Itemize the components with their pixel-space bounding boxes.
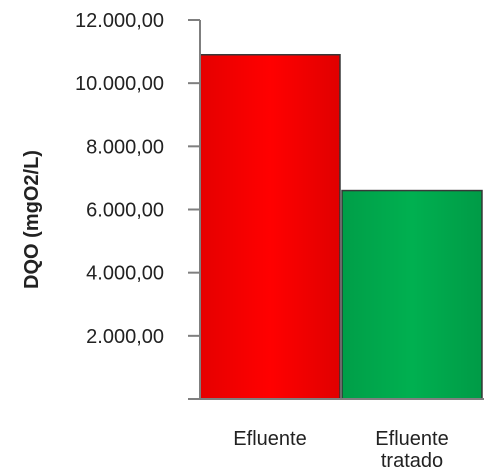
y-tick-label: 2.000,00 (86, 326, 164, 348)
y-tick-label: 10.000,00 (75, 73, 164, 95)
bar-1-shading (200, 54, 340, 399)
x-categories-group: Efluente Efluente tratado (233, 428, 448, 472)
y-tick-label: 8.000,00 (86, 136, 164, 158)
x-category-label: Efluente (233, 428, 306, 450)
bar-2-shading (342, 190, 482, 399)
y-axis-title: DQO (mgO2/L) (21, 150, 43, 289)
y-tick-label: 4.000,00 (86, 263, 164, 285)
bars-group (199, 53, 483, 400)
y-tick-label: 12.000,00 (75, 10, 164, 32)
y-ticks-group: 2.000,00 4.000,00 6.000,00 8.000,00 10.000,0… (75, 10, 200, 348)
x-category-label: Efluente tratado (375, 428, 448, 472)
y-tick-label: 6.000,00 (86, 200, 164, 222)
